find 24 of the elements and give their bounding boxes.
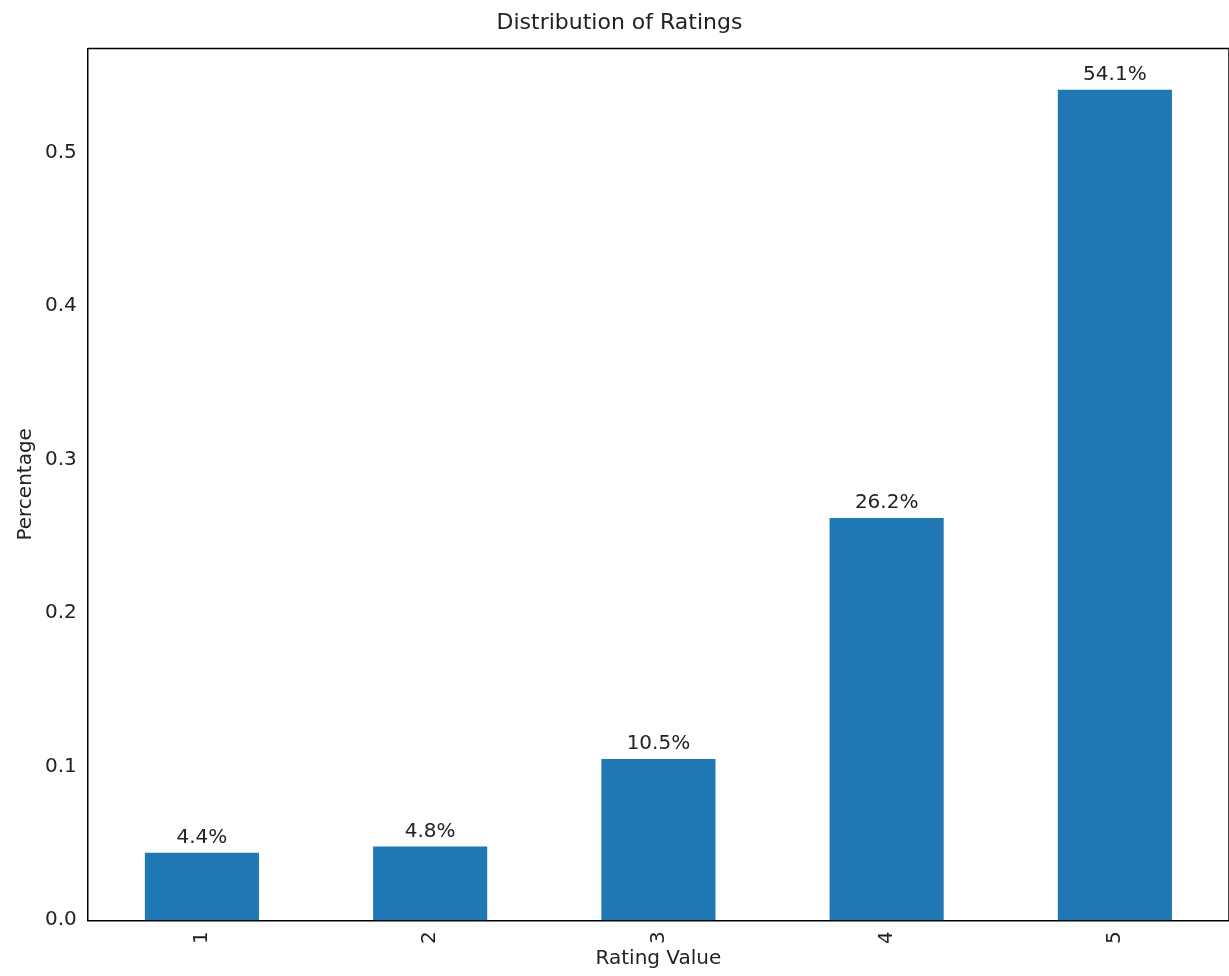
- bar: [373, 846, 488, 921]
- x-tick-label: 2: [416, 931, 441, 945]
- x-axis-title: Rating Value: [595, 945, 722, 970]
- data-label: 10.5%: [626, 730, 691, 755]
- bar: [829, 518, 944, 921]
- bar: [144, 852, 259, 921]
- bar: [601, 759, 716, 921]
- x-tick-label: 4: [872, 931, 897, 945]
- y-axis-title: Percentage: [12, 428, 37, 541]
- data-label: 26.2%: [854, 489, 919, 514]
- x-tick-label: 5: [1101, 931, 1126, 945]
- y-tick-label: 0.0: [44, 906, 77, 931]
- y-tick-label: 0.2: [44, 599, 77, 624]
- data-label: 54.1%: [1083, 61, 1147, 86]
- bar: [1057, 89, 1172, 921]
- y-tick-label: 0.3: [44, 445, 77, 470]
- y-tick-label: 0.5: [44, 138, 77, 163]
- data-label: 4.8%: [404, 817, 456, 842]
- y-tick-label: 0.1: [44, 752, 77, 777]
- x-tick-label: 1: [188, 931, 213, 945]
- y-tick-label: 0.4: [44, 292, 77, 317]
- chart-title: Distribution of Ratings: [496, 8, 743, 34]
- data-label: 4.4%: [176, 823, 228, 848]
- x-tick-label: 3: [644, 931, 669, 945]
